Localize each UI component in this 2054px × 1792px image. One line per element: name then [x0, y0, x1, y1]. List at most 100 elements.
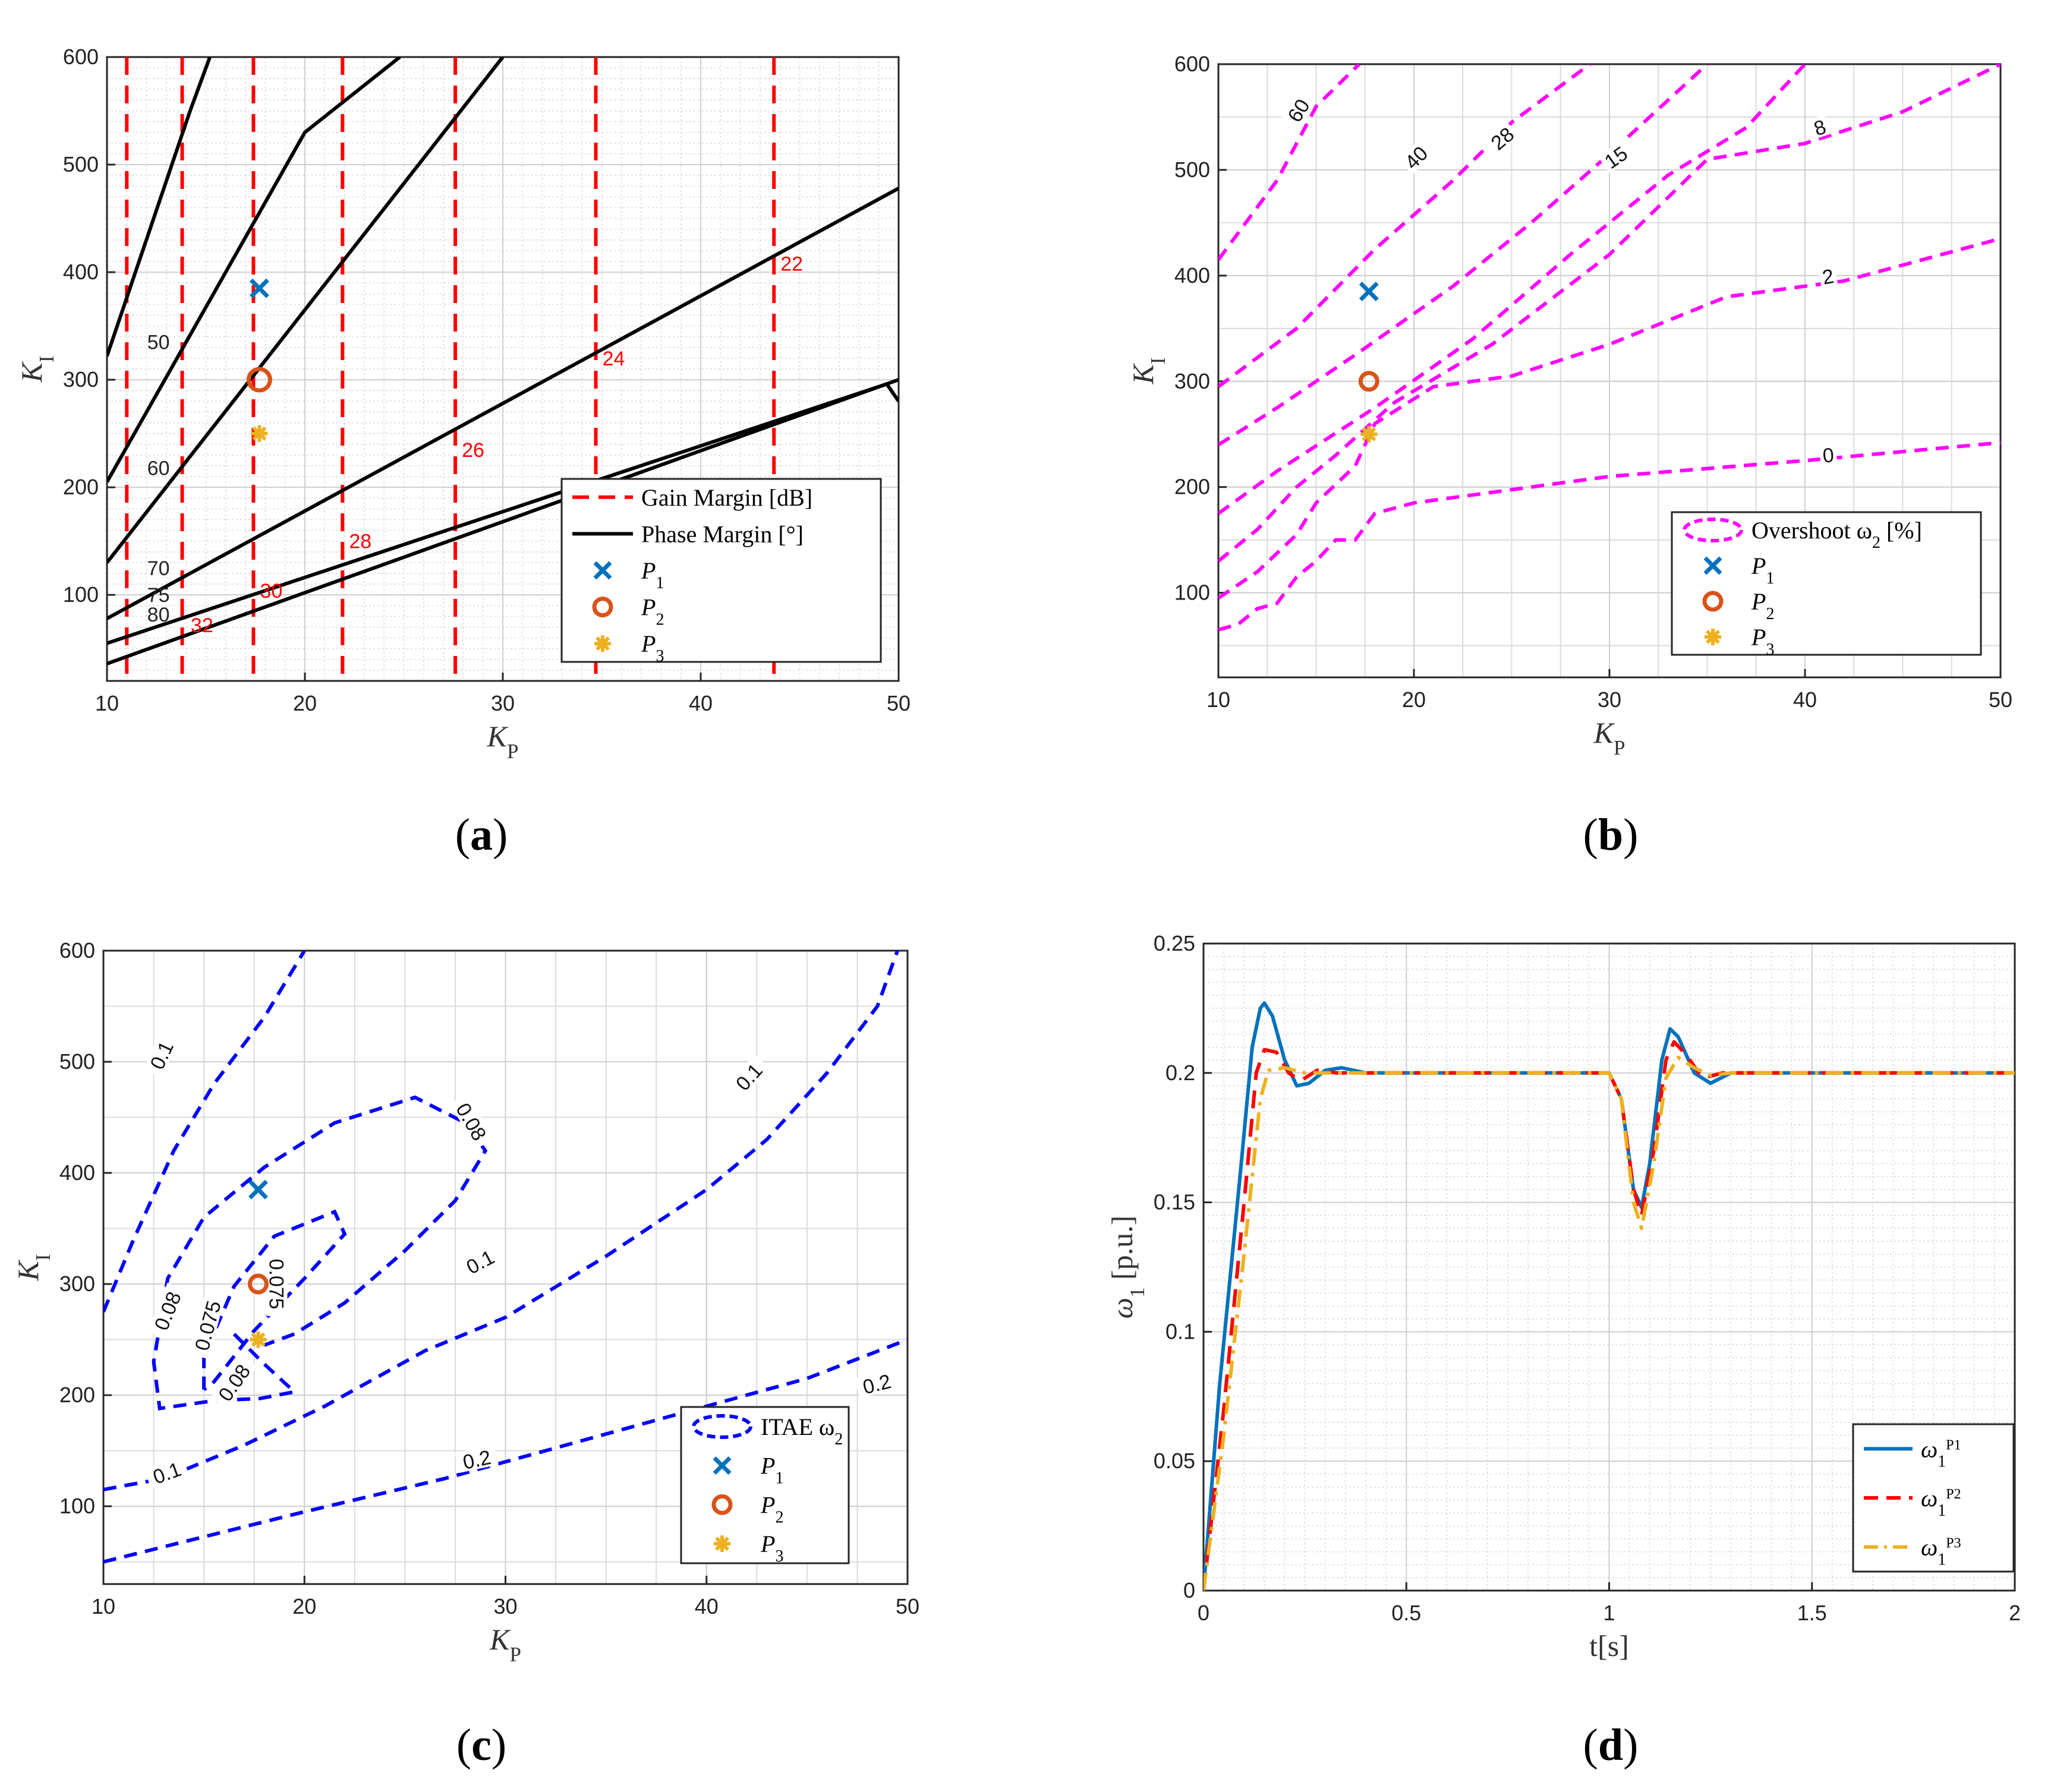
operating-point-p2 [247, 1273, 269, 1295]
operating-point-p1 [249, 278, 269, 298]
x-tick-label: 50 [896, 1594, 919, 1619]
legend-entry-label: Overshoot ω2 [%] [1751, 517, 1922, 552]
overshoot-line [1218, 64, 1591, 389]
legend-p1-marker-stroke [713, 1456, 732, 1475]
phase-margin-label: 60 [147, 458, 170, 480]
overshoot-label-bg [1817, 264, 1838, 288]
itae-label-bg [455, 1444, 499, 1474]
legend-p3-marker-stroke [714, 1537, 730, 1551]
legend-p1-marker [593, 561, 612, 580]
x-tick-label: 30 [1598, 687, 1621, 712]
overshoot-line [1218, 64, 1807, 515]
itae-line [202, 1209, 347, 1392]
operating-point-p1-stroke [1359, 282, 1379, 302]
itae-label-bg [147, 1282, 187, 1339]
legend-entry-label: P3 [760, 1531, 783, 1566]
plot-content [1218, 64, 2001, 632]
y-tick-label: 500 [63, 152, 99, 176]
itae-line [103, 951, 899, 1491]
overshoot-label-bg [1281, 93, 1315, 128]
phase-margin-label: 70 [147, 557, 170, 580]
phase-margin-label: 80 [147, 604, 170, 626]
phase-margin-line [107, 187, 899, 620]
phase-margin-line [107, 57, 401, 483]
legend-entry-label: ω1P2 [1921, 1485, 1961, 1520]
gain-margin-label: 28 [349, 531, 371, 553]
panel-caption: (a) [455, 810, 508, 860]
x-tick-label: 50 [887, 691, 911, 715]
legend-entry-label: P2 [760, 1491, 783, 1526]
operating-point-p2 [1358, 371, 1379, 392]
itae-line [103, 951, 306, 1313]
phase-margin-label: 50 [147, 332, 170, 354]
legend-box [680, 1406, 850, 1564]
series-line [1204, 1040, 2015, 1591]
gain-margin-label: 30 [260, 580, 282, 602]
x-axis-label: KP [487, 720, 519, 763]
plot-content [103, 951, 908, 1564]
y-tick-label: 300 [1174, 369, 1210, 393]
chart-panel-c: 10 20 30 40 50100200300400500600KPKI(c)0.20.… [11, 938, 919, 1770]
y-tick-label: 0.25 [1154, 931, 1195, 955]
phase-margin-line [107, 378, 899, 665]
x-tick-label: 2 [2009, 1601, 2021, 1625]
itae-label-bg [457, 1243, 503, 1280]
y-tick-label: 0.05 [1154, 1449, 1195, 1473]
x-tick-label: 20 [292, 1594, 316, 1619]
phase-margin-label: 75 [147, 584, 170, 607]
y-tick-label: 200 [1174, 475, 1210, 499]
overshoot-label: 2 [1817, 264, 1838, 289]
operating-point-p2 [246, 367, 272, 393]
x-tick-label: 30 [491, 691, 515, 715]
legend-p3-marker-stroke [595, 636, 610, 651]
y-tick-label: 500 [1174, 157, 1210, 182]
operating-point-p3 [251, 425, 268, 442]
x-tick-label: 30 [493, 1594, 517, 1619]
legend-entry-label: P3 [641, 630, 664, 665]
y-tick-label: 400 [59, 1160, 95, 1185]
chart-panel-b: 10 20 30 40 50100200300400500600KPKI(b)60402… [1126, 52, 2012, 860]
y-tick-label: 100 [59, 1494, 95, 1518]
legend-entry-label: P2 [641, 594, 664, 629]
legend-box [1671, 511, 1982, 656]
legend-p1-marker-stroke [1703, 556, 1722, 575]
legend-entry-label: Phase Margin [°] [641, 520, 804, 547]
overshoot-label: 8 [1809, 115, 1831, 140]
x-tick-label: 0.5 [1391, 1601, 1421, 1625]
y-tick-label: 300 [59, 1272, 95, 1296]
legend-p1-marker [713, 1456, 732, 1475]
itae-line [152, 1095, 488, 1411]
overshoot-label-text: 0 [1822, 444, 1835, 467]
y-axis-label: KI [1126, 357, 1170, 384]
legend-entry-label: ITAE ω2 [761, 1414, 843, 1449]
x-tick-label: 10 [1206, 687, 1230, 712]
itae-label-bg [727, 1055, 770, 1099]
itae-label-bg [854, 1368, 899, 1398]
y-tick-label: 200 [59, 1383, 95, 1407]
x-tick-label: 10 [92, 1594, 115, 1619]
overshoot-line [1218, 64, 1361, 261]
legend-p3-marker [1705, 629, 1721, 645]
x-axis-label: t[s] [1589, 1629, 1629, 1662]
gain-margin-label: 26 [462, 439, 484, 462]
itae-label-bg [450, 1093, 494, 1149]
overshoot-label-bg [1819, 443, 1838, 465]
overshoot-label: 0 [1819, 443, 1838, 468]
x-tick-label: 40 [689, 691, 713, 715]
x-tick-label: 20 [293, 691, 317, 715]
y-tick-label: 0.1 [1165, 1319, 1195, 1343]
y-tick-label: 0.15 [1154, 1190, 1195, 1214]
x-tick-label: 0 [1198, 1601, 1209, 1625]
y-tick-label: 100 [1174, 580, 1210, 605]
y-tick-label: 200 [63, 475, 99, 499]
panel-caption: (c) [456, 1720, 506, 1770]
overshoot-line [1218, 236, 2001, 600]
x-axis-label: KP [1593, 716, 1625, 759]
chart-panel-d: 0 0.5 1 1.5 2 0 0.05 0.1 0.15 0.2 0.25 t[s] ω1 [p.u.… [1105, 931, 2021, 1770]
overshoot-line [1218, 64, 1709, 447]
operating-point-p3-stroke [251, 1332, 266, 1347]
